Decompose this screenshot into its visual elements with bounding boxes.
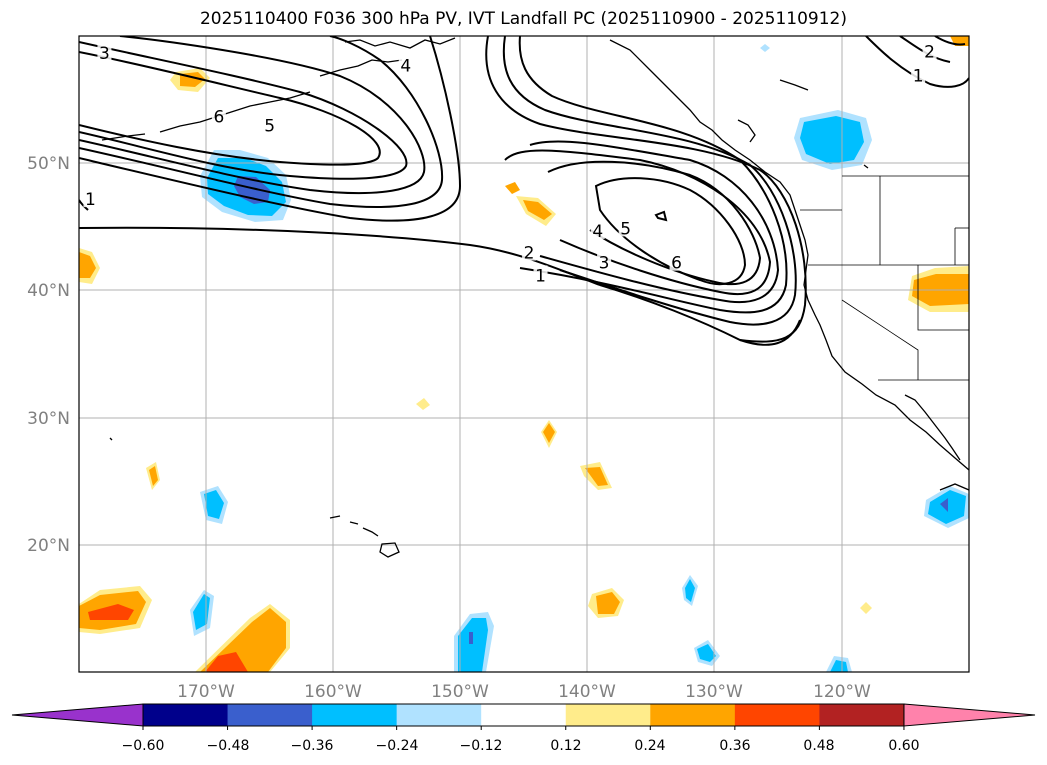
contour-label-background — [590, 220, 605, 239]
negative-pc-area — [830, 660, 848, 672]
colorbar-tick-label: −0.60 — [122, 738, 165, 754]
contour-label: 5 — [620, 219, 631, 239]
negative-pc-area — [800, 116, 864, 164]
negative-pc-area — [458, 618, 488, 672]
colorbar-tick-label: 0.36 — [719, 738, 750, 754]
colorbar-segment — [481, 704, 567, 726]
positive-pc-area — [205, 652, 248, 672]
colorbar-segment — [396, 704, 482, 726]
colorbar-segment — [565, 704, 651, 726]
lat-label-50n: 50°N — [27, 154, 70, 174]
contour-label-background — [533, 265, 548, 284]
colorbar-segment — [819, 704, 905, 726]
pv-contours — [79, 36, 969, 346]
positive-pc-area — [88, 604, 134, 620]
latitude-labels: 50°N 40°N 30°N 20°N — [27, 154, 70, 556]
colorbar-tick-label: 0.12 — [550, 738, 581, 754]
negative-pc-area — [940, 498, 948, 512]
lon-label-150w: 150°W — [431, 682, 489, 702]
lon-label-170w: 170°W — [177, 682, 235, 702]
contour-label: 3 — [99, 44, 110, 64]
positive-pc-area — [505, 182, 520, 194]
contour-label: 2 — [924, 43, 935, 63]
colorbar-segment — [734, 704, 820, 726]
positive-pc-area — [596, 592, 620, 614]
contour-label: 6 — [213, 107, 224, 127]
contour-label: 1 — [535, 266, 546, 286]
colorbar-extend-max — [903, 703, 1036, 727]
lon-label-130w: 130°W — [685, 682, 743, 702]
lat-label-20n: 20°N — [27, 536, 70, 556]
contour-label-background — [211, 106, 226, 125]
colorbar-tick-label: −0.48 — [207, 738, 250, 754]
contour-label-background — [262, 115, 277, 134]
contour-label: 4 — [400, 57, 411, 77]
colorbar-tick-label: −0.24 — [376, 738, 419, 754]
contour-label-background — [97, 42, 112, 61]
contour-label-background — [83, 189, 98, 208]
colorbar-frame — [142, 703, 905, 727]
positive-pc-area — [149, 466, 158, 486]
contour-label: 6 — [671, 254, 682, 274]
colorbar-tick-label: 0.48 — [803, 738, 834, 754]
positive-pc-area — [860, 602, 872, 614]
contour-label-background — [618, 218, 633, 237]
contour-label: 3 — [599, 254, 610, 274]
contour-label: 1 — [913, 67, 924, 87]
contour-label-background — [922, 41, 937, 60]
colorbar-tick-label: −0.12 — [460, 738, 503, 754]
contour-label-background — [597, 252, 612, 271]
positive-pc-area — [79, 252, 96, 278]
colorbar-segment — [227, 704, 313, 726]
contour-label: 4 — [592, 222, 603, 242]
colorbar-segment — [312, 704, 398, 726]
positive-pc-area — [523, 200, 552, 220]
contour-label-background — [669, 252, 684, 271]
colorbar — [11, 703, 1036, 730]
colorbar-tick-label: 0.24 — [634, 738, 665, 754]
contour-label: 1 — [85, 190, 96, 210]
contour-label: 5 — [264, 116, 275, 136]
colorbar-segment — [143, 704, 229, 726]
negative-pc-area — [469, 632, 473, 644]
negative-pc-area — [204, 490, 224, 519]
longitude-labels: 170°W 160°W 150°W 140°W 130°W 120°W — [177, 682, 871, 702]
negative-pc-area — [685, 579, 695, 602]
graticule — [79, 36, 969, 672]
colorbar-segment — [650, 704, 736, 726]
lon-label-120w: 120°W — [813, 682, 871, 702]
lat-label-30n: 30°N — [27, 409, 70, 429]
map-frame — [78, 35, 970, 673]
negative-pc-area — [697, 644, 716, 662]
colorbar-labels: −0.60 −0.48 −0.36 −0.24 −0.12 0.12 0.24 … — [122, 738, 920, 754]
map-title: 2025110400 F036 300 hPa PV, IVT Landfall… — [199, 9, 847, 29]
contour-label-background — [522, 242, 537, 261]
positive-pc-area — [585, 467, 608, 486]
political-borders — [800, 175, 969, 381]
shaded-field-layer — [79, 36, 969, 672]
positive-pc-area — [543, 423, 555, 443]
contour-label-background — [398, 55, 413, 74]
contour-label: 2 — [524, 244, 535, 264]
colorbar-tick-label: −0.36 — [291, 738, 334, 754]
lon-label-160w: 160°W — [304, 682, 362, 702]
lat-label-40n: 40°N — [27, 281, 70, 301]
colorbar-tick-label: 0.60 — [888, 738, 919, 754]
negative-pc-area — [760, 44, 770, 52]
positive-pc-area — [416, 398, 430, 410]
lon-label-140w: 140°W — [558, 682, 616, 702]
contour-label-background — [911, 65, 926, 84]
colorbar-extend-min — [11, 703, 144, 727]
